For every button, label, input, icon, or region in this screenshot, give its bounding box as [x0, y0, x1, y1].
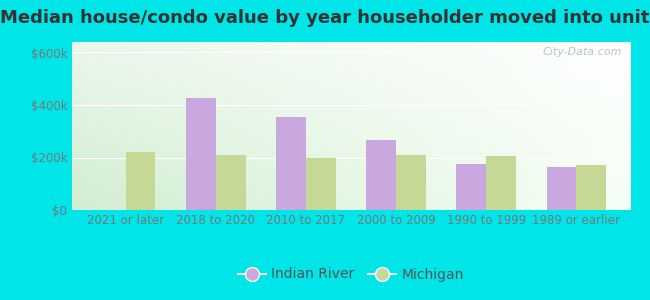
Legend: Indian River, Michigan: Indian River, Michigan: [232, 262, 470, 287]
Bar: [186, 98, 216, 210]
Text: Median house/condo value by year householder moved into unit: Median house/condo value by year househo…: [0, 9, 650, 27]
Bar: [306, 158, 335, 210]
Bar: [367, 140, 396, 210]
Bar: [577, 165, 606, 210]
Bar: [547, 167, 577, 210]
Bar: [216, 155, 246, 210]
Text: City-Data.com: City-Data.com: [543, 47, 622, 57]
Bar: [486, 156, 516, 210]
Bar: [125, 152, 155, 210]
Bar: [456, 164, 486, 210]
Bar: [396, 155, 426, 210]
Bar: [276, 117, 306, 210]
